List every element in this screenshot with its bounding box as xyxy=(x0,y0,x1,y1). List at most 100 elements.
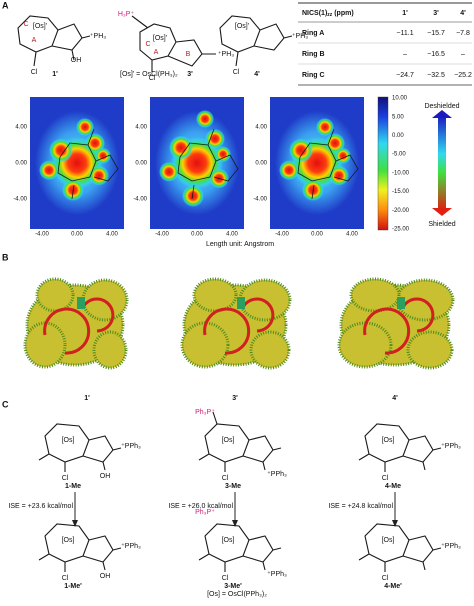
atom-label: C xyxy=(145,41,150,48)
map-blob xyxy=(89,165,109,186)
row-header: Ring B xyxy=(302,51,325,58)
phosphine-group xyxy=(77,297,85,309)
compound-name: 3' xyxy=(187,71,193,78)
compound-name: 3-Me' xyxy=(224,583,242,590)
map-blob xyxy=(49,138,73,163)
arrow-head xyxy=(432,110,452,118)
map-blob xyxy=(76,118,94,136)
atom-label: Cl xyxy=(149,75,156,82)
atom-label: OH xyxy=(71,57,82,64)
atom-label: [Os] xyxy=(62,437,75,444)
atom-label: [Os] xyxy=(382,437,395,444)
map-blob xyxy=(316,118,334,136)
ise-label: ISE = +24.8 kcal/mol xyxy=(328,503,393,510)
top-label: Deshielded xyxy=(424,103,459,110)
ring-current xyxy=(241,297,275,333)
atom-label: [Os]' xyxy=(33,23,47,30)
current-density xyxy=(35,277,75,313)
molecule: [Os] ⁺PPh₃ Cl4-Me xyxy=(358,423,461,490)
atom-label: Cl xyxy=(382,575,389,582)
current-density xyxy=(192,277,238,313)
x-tick-label: 4.00 xyxy=(106,232,118,238)
y-tick-label: 0.00 xyxy=(255,161,267,167)
bond xyxy=(198,523,282,572)
bond xyxy=(212,411,218,425)
map-blob xyxy=(39,160,59,181)
atom-label: [Os]' xyxy=(153,35,167,42)
y-tick-label: 0.00 xyxy=(135,161,147,167)
compound-name: 3-Me xyxy=(225,483,241,490)
y-tick-label: -4.00 xyxy=(133,197,147,203)
atom-label: ⁺PH₃ xyxy=(218,51,234,58)
shielding-arrow xyxy=(438,116,446,210)
current-density xyxy=(406,330,454,370)
column-header: 1' xyxy=(402,10,408,17)
current-density xyxy=(92,330,128,370)
atom-label: OH xyxy=(100,573,111,580)
compound-name: 1' xyxy=(84,395,90,402)
x-tick-label: 0.00 xyxy=(71,232,83,238)
map-blob xyxy=(289,138,313,163)
atom-label: ⁺PPh₃ xyxy=(121,443,141,450)
y-tick-label: 0.00 xyxy=(15,161,27,167)
map-blob xyxy=(159,161,179,182)
bond xyxy=(38,423,122,472)
nics-table: NICS(1)zz (ppm) xyxy=(298,2,472,86)
map-blob xyxy=(329,165,349,186)
os-definition: [Os] = OsCl(PPh₃)₂ xyxy=(207,591,267,598)
atom-label: ⁺PPh₃ xyxy=(441,443,461,450)
table-cell: −16.5 xyxy=(427,51,445,58)
atom-label: ⁺PPh₃ xyxy=(441,543,461,550)
colorbar-tick-label: -20.00 xyxy=(392,208,410,214)
map-blob xyxy=(169,135,193,160)
atom-label: [Os]' xyxy=(235,23,249,30)
compound-name: 4-Me xyxy=(385,483,401,490)
panel-label: B xyxy=(2,252,9,262)
map-skeleton xyxy=(297,128,359,200)
colorbar-tick-label: -25.00 xyxy=(392,227,410,233)
atom-label: Cl xyxy=(233,69,240,76)
colorbar-tick-label: -15.00 xyxy=(392,189,410,195)
arrow-head xyxy=(392,520,398,527)
table-cell: – xyxy=(403,51,407,58)
current-density xyxy=(249,330,291,370)
table-cell: −32.5 xyxy=(427,72,445,79)
os-definition: [Os]' = OsCl(PH₃)₂ xyxy=(120,71,178,78)
arrow-head xyxy=(232,520,238,527)
y-tick-label: 4.00 xyxy=(135,125,147,131)
compound-name: 4' xyxy=(392,395,398,402)
atom-label: ⁺PH₃ xyxy=(292,33,308,40)
compound-name: 4-Me' xyxy=(384,583,402,590)
atom-label: Ph₃P⁺ xyxy=(195,509,215,516)
bond xyxy=(358,423,442,472)
colorbar-tick-label: 0.00 xyxy=(392,133,404,139)
atom-label: [Os] xyxy=(62,537,75,544)
compound-name: 3' xyxy=(232,395,238,402)
map-blob xyxy=(215,146,231,163)
x-tick-label: 4.00 xyxy=(226,232,238,238)
y-tick-label: 4.00 xyxy=(255,125,267,131)
atom-label: Cl xyxy=(31,69,38,76)
atom-label: ⁺PPh₃ xyxy=(121,543,141,550)
column-header: 4' xyxy=(460,10,466,17)
panel-label: A xyxy=(2,0,9,10)
atom-label: ⁺PPh₃ xyxy=(267,571,287,578)
molecule: [Os] ⁺PPh₃ Cl4-Me' xyxy=(358,523,461,590)
ring-current xyxy=(81,297,115,333)
header-sub: zz xyxy=(327,12,333,18)
atom-label: ⁺PH₃ xyxy=(90,33,106,40)
x-axis-label: Length unit: Angstrom xyxy=(206,241,274,248)
atom-label: H₃P⁺ xyxy=(118,11,135,18)
atom-label: Ph₃P⁺ xyxy=(195,409,215,416)
atom-label: A xyxy=(32,37,37,44)
x-tick-label: 0.00 xyxy=(311,232,323,238)
table-cell: – xyxy=(461,51,465,58)
molecule: Ph₃P⁺ [Os] Cl ⁺PPh₃ 3-Me' xyxy=(195,509,287,590)
header-part: (ppm) xyxy=(332,10,353,17)
bond xyxy=(131,15,216,72)
map-blob xyxy=(196,110,214,128)
map-blob xyxy=(279,160,299,181)
ring-current xyxy=(203,307,251,355)
atom-label: Cl xyxy=(62,575,69,582)
